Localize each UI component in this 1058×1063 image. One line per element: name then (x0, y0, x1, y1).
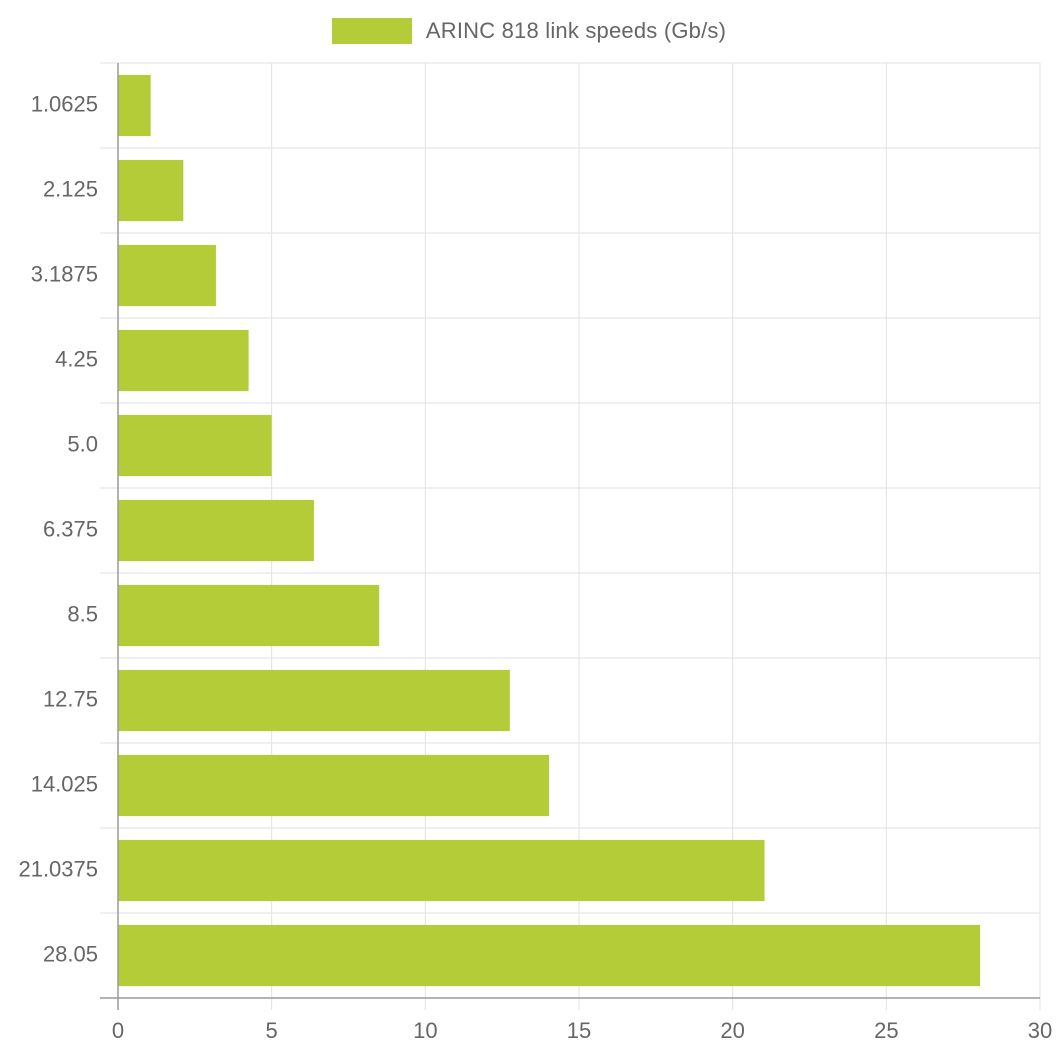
y-tick-label: 14.025 (31, 771, 98, 796)
y-tick-label: 6.375 (43, 516, 98, 541)
bar (118, 244, 216, 307)
x-tick-label: 30 (1028, 1018, 1052, 1043)
bar (118, 329, 249, 392)
bar (118, 669, 510, 732)
bar (118, 754, 550, 817)
x-tick-label: 15 (567, 1018, 591, 1043)
y-tick-label: 1.0625 (31, 91, 98, 116)
bar (118, 414, 272, 477)
y-tick-label: 28.05 (43, 941, 98, 966)
bar (118, 584, 380, 647)
bar (118, 159, 184, 222)
x-tick-label: 10 (413, 1018, 437, 1043)
y-tick-label: 4.25 (55, 346, 98, 371)
x-tick-label: 0 (112, 1018, 124, 1043)
x-tick-label: 25 (874, 1018, 898, 1043)
y-tick-label: 8.5 (67, 601, 98, 626)
bar (118, 839, 765, 902)
x-tick-label: 20 (720, 1018, 744, 1043)
x-tick-label: 5 (266, 1018, 278, 1043)
y-tick-label: 12.75 (43, 686, 98, 711)
y-tick-label: 3.1875 (31, 261, 98, 286)
y-tick-label: 2.125 (43, 176, 98, 201)
y-tick-label: 5.0 (67, 431, 98, 456)
bar (118, 499, 314, 562)
bar (118, 74, 151, 137)
y-tick-label: 21.0375 (18, 856, 98, 881)
bar (118, 924, 981, 987)
